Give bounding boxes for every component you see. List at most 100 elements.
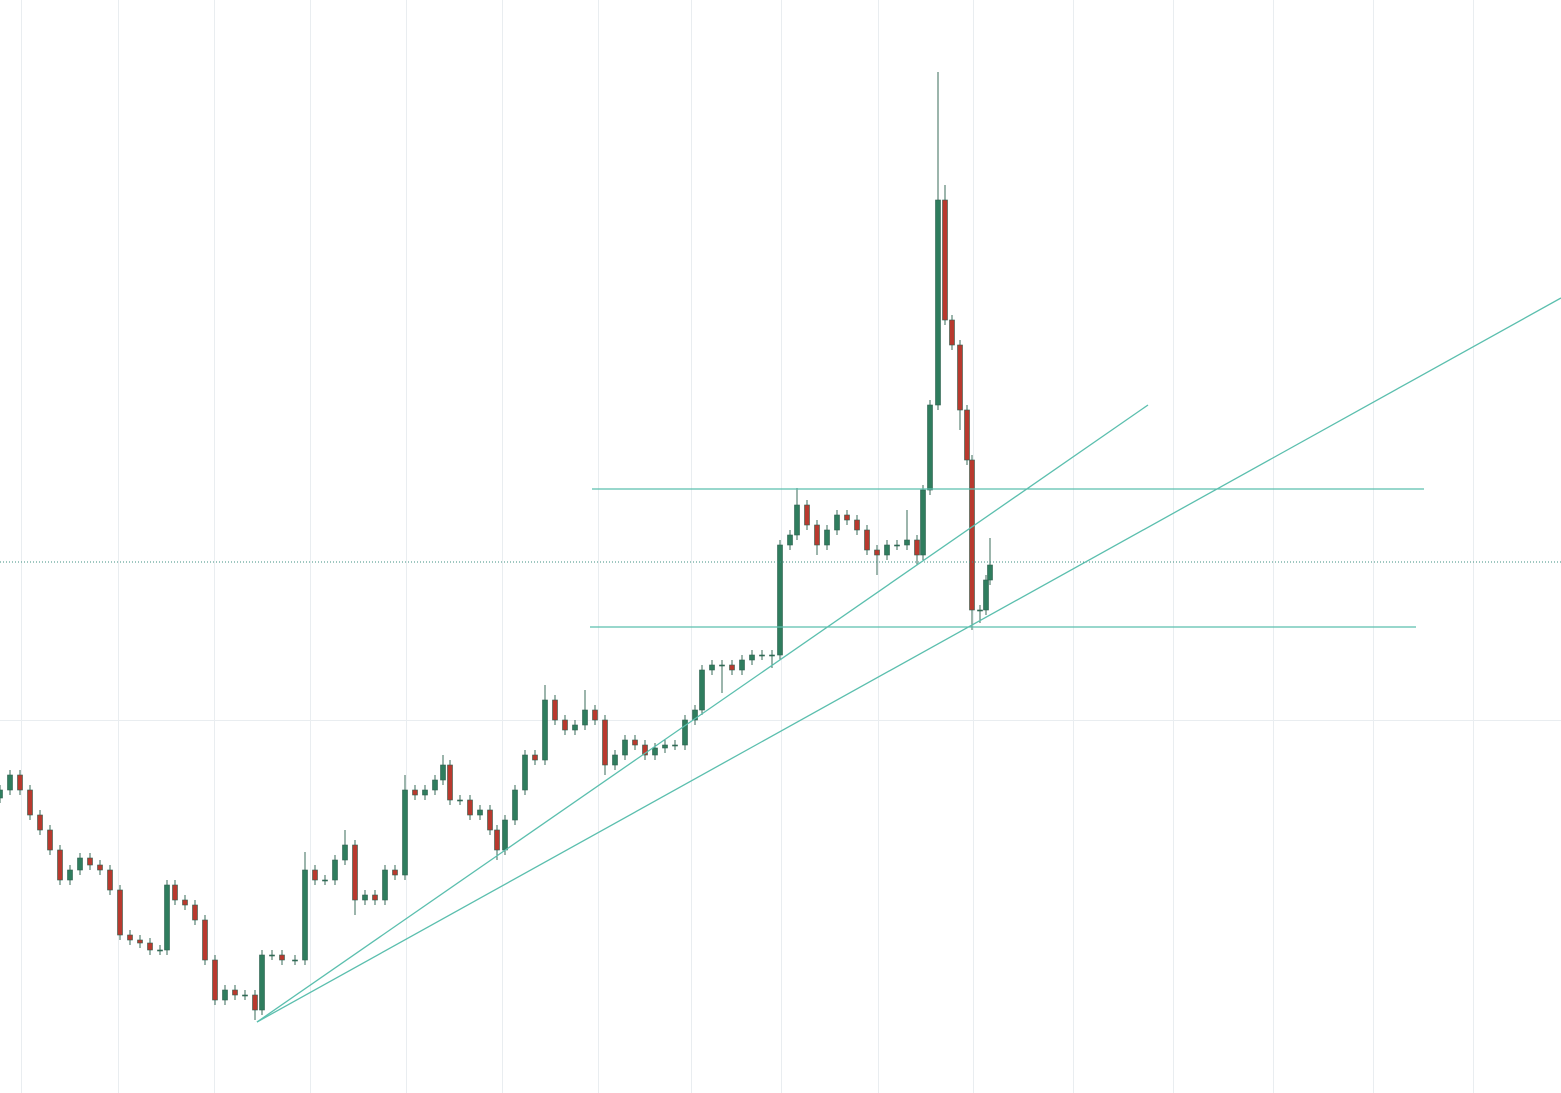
candle-body [27, 789, 33, 816]
candle-body [927, 404, 933, 491]
candle-body [372, 894, 378, 901]
candle-body [292, 959, 298, 962]
candle-body [729, 664, 735, 671]
candle-body [252, 994, 258, 1011]
candle-body [342, 844, 348, 861]
candle-body [824, 529, 830, 546]
candle-body [562, 719, 568, 731]
candle-body [834, 514, 840, 531]
candle-body [352, 844, 358, 901]
candle-body [699, 669, 705, 711]
candle-body [522, 754, 528, 791]
candle-body [392, 869, 398, 876]
candle-body [202, 919, 208, 961]
candle-body [777, 544, 783, 656]
trendline [256, 404, 1149, 1023]
candle-body [612, 754, 618, 766]
trendline [256, 297, 1561, 1023]
candle-body [739, 659, 745, 671]
candle-body [164, 884, 170, 951]
candle-body [97, 864, 103, 871]
candle-body [692, 709, 698, 721]
candle-body [212, 959, 218, 1001]
candle-body [914, 539, 920, 556]
candle-body [804, 504, 810, 526]
candle-body [382, 869, 388, 901]
candle-body [477, 809, 483, 816]
candle-body [502, 819, 508, 851]
candle-body [814, 524, 820, 546]
candle-body [447, 764, 453, 801]
candle-body [172, 884, 178, 901]
candle-body [682, 719, 688, 746]
candle-body [964, 409, 970, 461]
candle-body [622, 739, 628, 756]
candle-body [884, 544, 890, 556]
candle-body [127, 934, 133, 941]
candle-body [592, 709, 598, 721]
candle-body [302, 869, 308, 961]
candle-body [769, 654, 775, 657]
candle-body [47, 829, 53, 851]
candle-body [494, 829, 500, 851]
candle-body [322, 879, 328, 882]
candle-body [232, 989, 238, 996]
candle-body [904, 539, 910, 546]
candle-body [117, 889, 123, 936]
candle-body [662, 744, 668, 749]
candle-body [987, 564, 993, 581]
candle-body [749, 654, 755, 661]
candle-body [602, 719, 608, 766]
candle-body [7, 774, 13, 791]
candle-body [652, 747, 658, 756]
candle-body [874, 549, 880, 556]
candle-body [137, 939, 143, 944]
candle-body [942, 199, 948, 321]
candle-body [222, 989, 228, 1001]
candle-body [542, 699, 548, 761]
candle-body [17, 774, 23, 791]
candle-body [794, 504, 800, 536]
candle-body [412, 789, 418, 796]
candle-body [332, 859, 338, 881]
candle-body [57, 849, 63, 881]
candle-body [977, 609, 983, 612]
candle-body [854, 519, 860, 531]
candle-body [107, 869, 113, 891]
candle-body [457, 799, 463, 802]
candle-body [402, 789, 408, 876]
candle-body [77, 857, 83, 871]
candle-body [279, 954, 285, 961]
candle-body [487, 809, 493, 831]
candle-body [67, 869, 73, 881]
candle-body [920, 489, 926, 556]
candle-body [0, 789, 3, 799]
candle-body [672, 744, 678, 747]
candle-body [642, 744, 648, 756]
candle-body [512, 789, 518, 821]
candle-body [844, 514, 850, 521]
candle-body [422, 789, 428, 796]
candle-body [949, 319, 955, 346]
candle-body [87, 857, 93, 866]
candle-body [787, 534, 793, 546]
candle-body [192, 904, 198, 921]
candle-body [440, 764, 446, 781]
candle-body [259, 954, 265, 1011]
candle-body [632, 739, 638, 746]
candle-body [147, 942, 153, 951]
candle-body [864, 529, 870, 551]
candle-body [894, 544, 900, 547]
candle-body [362, 894, 368, 901]
candle-body [432, 779, 438, 791]
candle-body [182, 899, 188, 906]
candle-body [312, 869, 318, 881]
candle-body [572, 724, 578, 731]
candle-body [983, 579, 989, 611]
candle-body [709, 664, 715, 671]
candle-body [759, 654, 765, 657]
candle-body [552, 699, 558, 721]
candle-body [935, 199, 941, 406]
